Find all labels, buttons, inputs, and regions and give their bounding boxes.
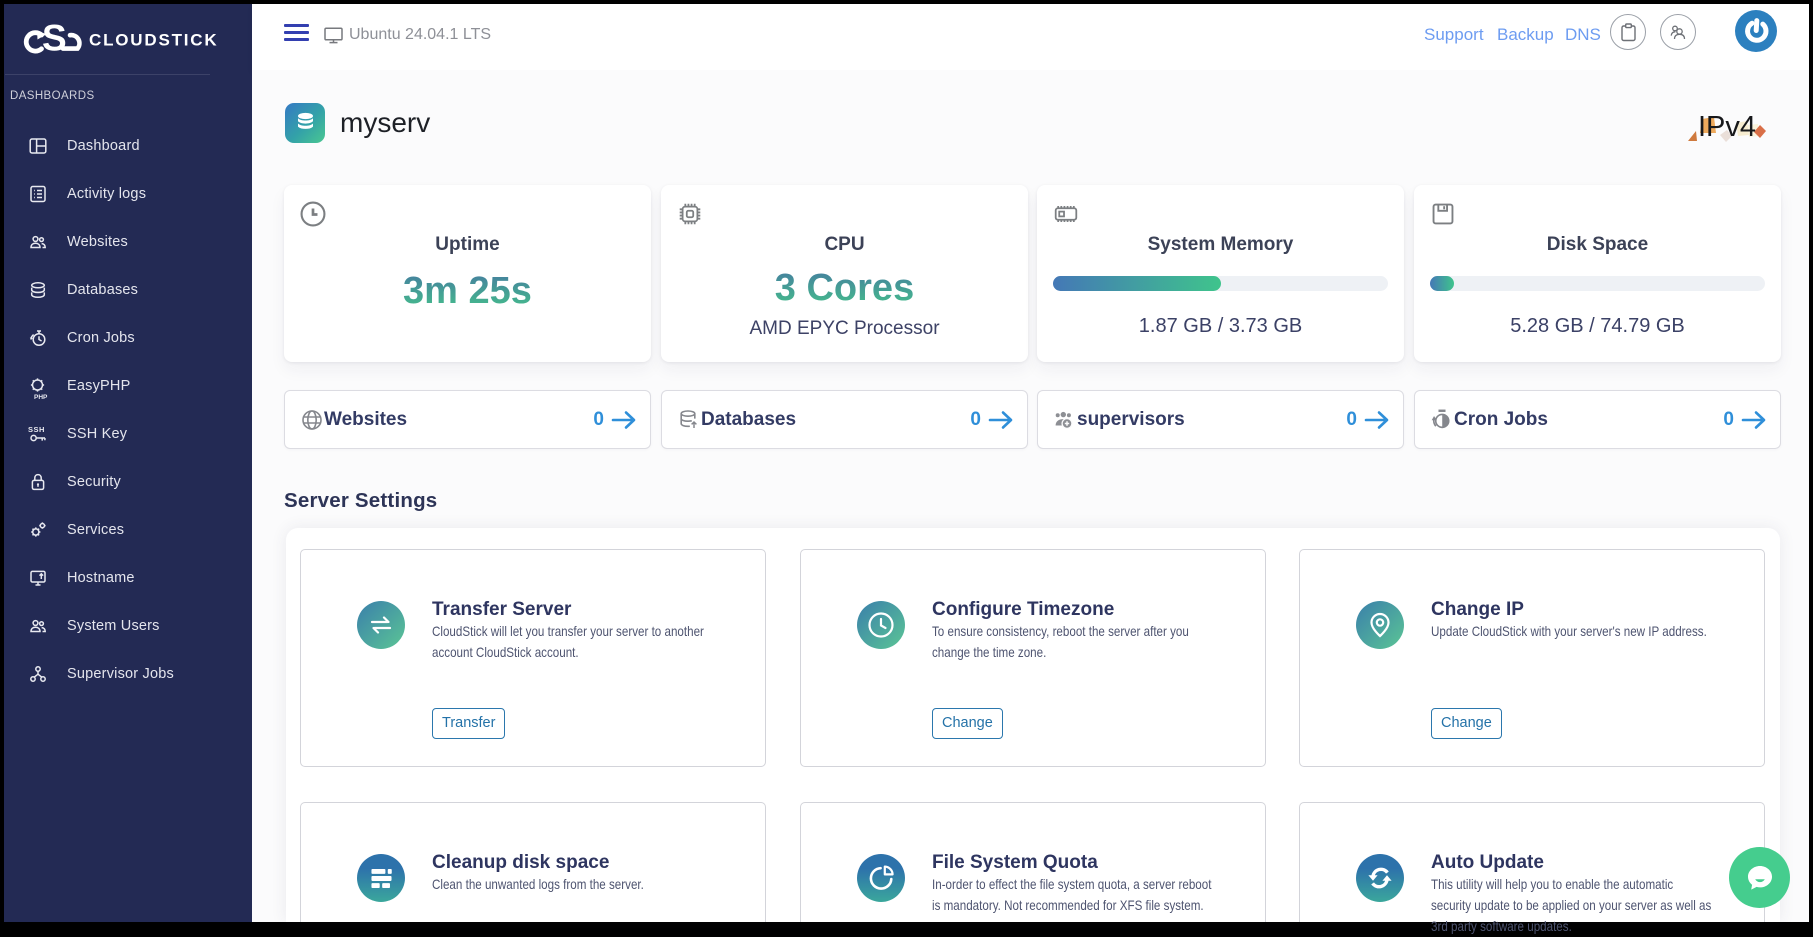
svg-text:S: S <box>42 18 67 56</box>
svg-text:CLOUDSTICK: CLOUDSTICK <box>89 31 218 50</box>
